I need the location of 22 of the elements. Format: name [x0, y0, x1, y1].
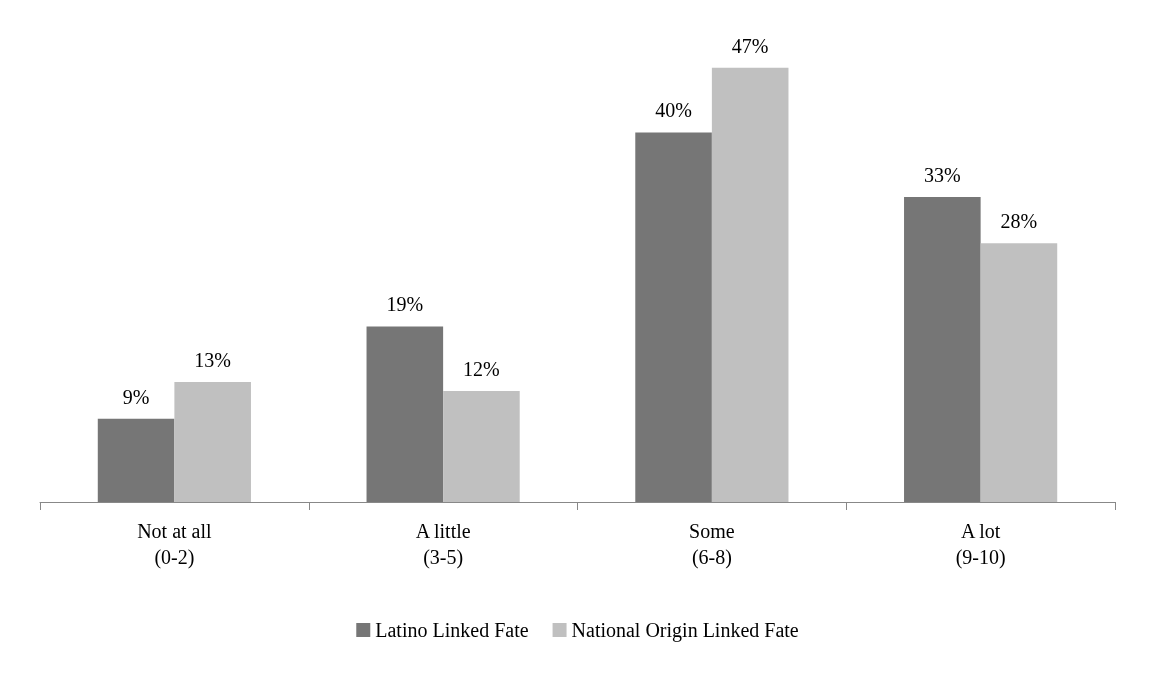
x-tick-label: A lot (9-10) [955, 520, 1006, 569]
data-label: 28% [1000, 210, 1038, 233]
legend-label: National Origin Linked Fate [571, 619, 799, 642]
legend-label: Latino Linked Fate [375, 619, 529, 641]
data-label: 40% [655, 99, 692, 122]
bar [366, 326, 444, 502]
bar [711, 67, 789, 502]
bar [635, 132, 712, 502]
x-tick-label: Some (6-8) [689, 520, 735, 569]
data-label: 12% [463, 358, 500, 381]
data-label: 19% [386, 293, 424, 316]
data-label: 9% [122, 385, 150, 408]
bar [443, 391, 520, 502]
bar [904, 197, 981, 502]
data-label: 13% [194, 348, 232, 371]
bar [174, 381, 251, 502]
x-tick-label: A little (3-5) [415, 520, 471, 569]
data-label: 33% [923, 164, 961, 187]
data-label: 47% [731, 34, 769, 57]
bar [980, 243, 1058, 502]
x-tick-label: Not at all (0-2) [137, 520, 213, 569]
bar [97, 418, 175, 502]
